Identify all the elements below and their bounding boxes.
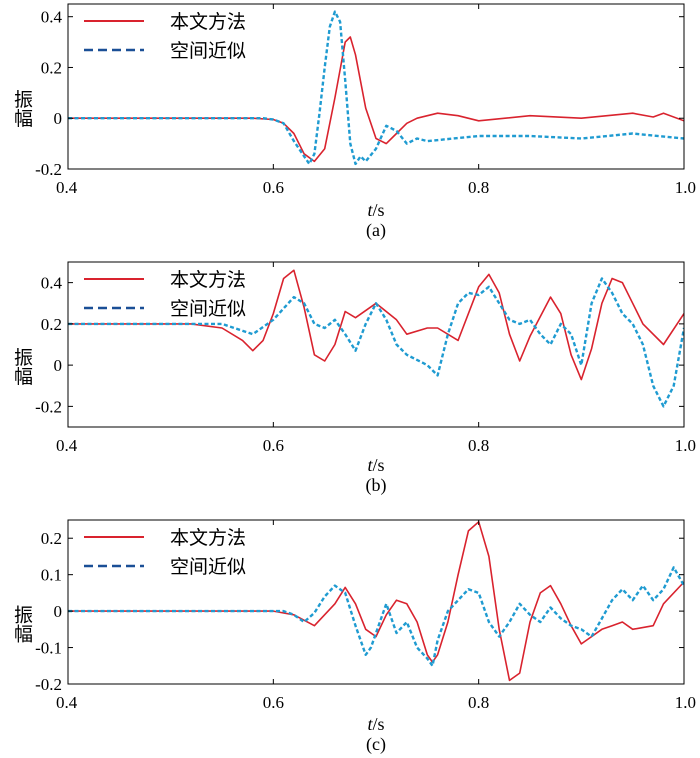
- y-tick-label-a-2: 0.2: [41, 58, 62, 77]
- x-axis-label-a: t/s: [367, 200, 384, 220]
- y-tick-label-b-0: -0.2: [35, 397, 62, 416]
- x-tick-label-c-2: 0.8: [468, 693, 489, 712]
- x-tick-label-c-0: 0.4: [56, 693, 78, 712]
- x-tick-label-c-3: 1.0: [675, 693, 696, 712]
- y-tick-label-b-2: 0.2: [41, 315, 62, 334]
- y-axis-label-c: 振幅: [11, 605, 33, 643]
- panel-label-b: (b): [366, 475, 387, 496]
- x-tick-label-b-1: 0.6: [263, 436, 284, 455]
- x-axis-label-var-a: t: [367, 200, 373, 220]
- legend-label-method-b: 本文方法: [170, 269, 246, 291]
- series-line-method-a: [68, 36, 684, 163]
- axes-frame-c: [67, 519, 685, 685]
- series-line-approx-b: [68, 277, 684, 408]
- panel-label-a: (a): [366, 220, 386, 241]
- y-tick-label-c-1: -0.1: [35, 639, 62, 658]
- axes-frame-a: [67, 3, 685, 170]
- x-tick-label-a-3: 1.0: [675, 178, 696, 197]
- y-tick-label-c-2: 0: [54, 602, 63, 621]
- series-line-method-b: [68, 269, 684, 381]
- y-tick-label-a-0: -0.2: [35, 160, 62, 179]
- legend-label-method-a: 本文方法: [170, 11, 246, 33]
- x-axis-label-unit-b: /s: [373, 455, 385, 475]
- y-axis-label-a: 振幅: [11, 89, 33, 127]
- x-tick-label-b-3: 1.0: [675, 436, 696, 455]
- legend-label-approx-b: 空间近似: [170, 298, 246, 320]
- x-tick-label-c-1: 0.6: [263, 693, 284, 712]
- legend-label-approx-a: 空间近似: [170, 40, 246, 62]
- series-line-method-c: [68, 520, 684, 682]
- y-tick-label-b-1: 0: [54, 356, 63, 375]
- series-line-approx-a: [68, 10, 684, 166]
- legend-label-method-c: 本文方法: [170, 527, 246, 549]
- x-axis-label-unit-a: /s: [373, 200, 385, 220]
- x-axis-label-var-c: t: [367, 714, 373, 734]
- panel-label-c: (c): [366, 734, 386, 755]
- series-line-approx-c: [68, 566, 684, 667]
- y-tick-label-c-3: 0.1: [41, 566, 62, 585]
- x-axis-label-c: t/s: [367, 714, 384, 734]
- x-tick-label-a-0: 0.4: [56, 178, 78, 197]
- x-axis-label-b: t/s: [367, 455, 384, 475]
- x-tick-label-b-2: 0.8: [468, 436, 489, 455]
- x-axis-label-var-b: t: [367, 455, 373, 475]
- legend-label-approx-c: 空间近似: [170, 556, 246, 578]
- chart-panel-c: 0.4 0.6 0.8 1.0 -0.2 -0.1 0 0.1 0.2 振幅 t/s(c) 本文方法空…: [11, 519, 696, 755]
- x-tick-label-a-2: 0.8: [468, 178, 489, 197]
- y-tick-label-c-0: -0.2: [35, 675, 62, 694]
- y-tick-label-c-4: 0.2: [41, 529, 62, 548]
- axes-frame-b: [67, 261, 685, 428]
- y-axis-label-b: 振幅: [11, 347, 33, 385]
- y-tick-label-b-3: 0.4: [41, 274, 63, 293]
- y-tick-label-a-3: 0.4: [41, 8, 63, 27]
- x-tick-label-a-1: 0.6: [263, 178, 284, 197]
- x-tick-label-b-0: 0.4: [56, 436, 78, 455]
- x-axis-label-unit-c: /s: [373, 714, 385, 734]
- y-tick-label-a-1: 0: [54, 109, 63, 128]
